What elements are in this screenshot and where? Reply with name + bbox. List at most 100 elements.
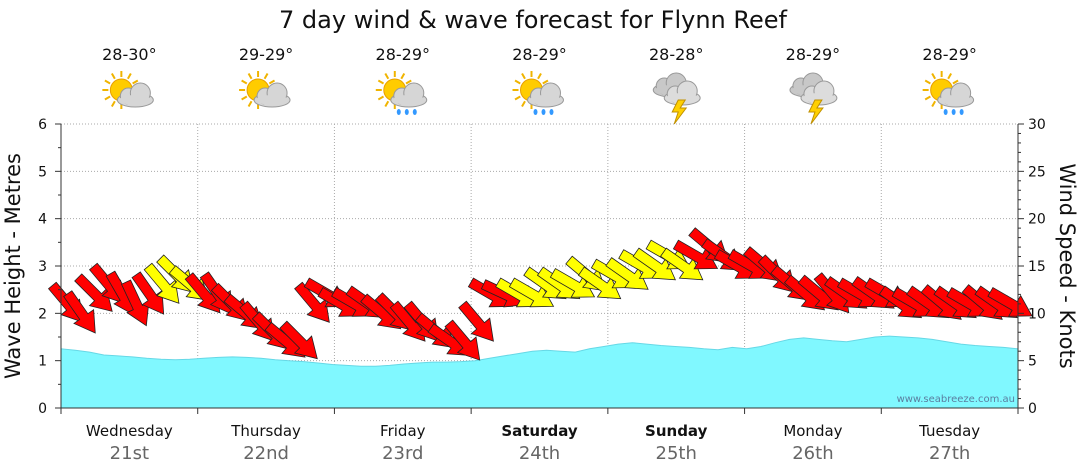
sun-ray — [247, 73, 253, 80]
sun-ray — [104, 79, 111, 85]
left-tick-label: 5 — [38, 164, 47, 180]
right-tick-label: 15 — [1028, 259, 1046, 275]
temperature-label: 28-29° — [786, 45, 841, 64]
sun-ray — [110, 100, 116, 107]
chart-axes: 0 1 2 3 4 5 6 0 5 10 15 20 25 30 — [38, 117, 1046, 417]
day-date-label: 26th — [792, 443, 833, 464]
wave-area — [60, 335, 1019, 409]
day-date-label: 27th — [929, 443, 970, 464]
left-tick-label: 3 — [38, 259, 47, 275]
partly-cloudy-icon — [239, 71, 291, 109]
rain-drop — [396, 109, 401, 115]
wind-arrow — [549, 268, 596, 298]
temperature-label: 28-29° — [512, 45, 567, 64]
wind-arrow — [672, 239, 719, 270]
day-name-label: Monday — [783, 422, 842, 440]
wind-arrow — [577, 266, 622, 300]
right-tick-label: 5 — [1028, 354, 1037, 370]
sun-shower-icon — [922, 71, 975, 115]
left-tick-label: 0 — [38, 401, 47, 417]
cloud — [937, 82, 975, 108]
day-labels: Wednesday 21st Thursday 22nd Friday 23rd Satur… — [86, 422, 980, 464]
wind-arrow — [143, 262, 180, 304]
cloud — [253, 82, 291, 108]
day-date-label: 24th — [519, 443, 560, 464]
right-tick-label: 25 — [1028, 164, 1046, 180]
cloud — [527, 82, 564, 108]
right-tick-label: 0 — [1028, 401, 1037, 417]
wind-arrow — [458, 300, 494, 342]
wind-arrow — [605, 257, 649, 290]
temperature-label: 28-29° — [376, 45, 431, 64]
left-tick-label: 4 — [38, 212, 47, 228]
right-axis-title: Wind Speed - Knots — [1055, 163, 1079, 368]
day-name-label: Friday — [380, 422, 426, 440]
temperature-label: 28-30° — [102, 45, 157, 64]
sun-ray — [400, 73, 406, 80]
day-name-label: Thursday — [230, 422, 301, 440]
right-tick-label: 30 — [1028, 117, 1046, 133]
sun-ray — [947, 73, 953, 80]
chart-title: 7 day wind & wave forecast for Flynn Ree… — [279, 6, 787, 34]
rain-drop — [943, 109, 948, 115]
storm-icon — [789, 72, 838, 125]
day-name-label: Wednesday — [86, 422, 173, 440]
wind-arrow — [444, 319, 481, 361]
lightning-bolt — [671, 99, 688, 125]
wind-arrows — [47, 227, 1033, 361]
sun-ray — [924, 79, 931, 85]
watermark: www.seabreeze.com.au — [897, 394, 1015, 405]
rain-drop — [951, 109, 956, 115]
left-tick-label: 1 — [38, 354, 47, 370]
sun-ray — [931, 100, 937, 107]
left-axis-title: Wave Height - Metres — [1, 153, 25, 379]
wind-arrow — [660, 247, 704, 281]
sun-ray — [521, 100, 526, 107]
weather-row: 28-30° 29-29° 28-29° 28-29° 28-28° 28-29° 28-2… — [102, 45, 977, 125]
wind-arrow — [131, 271, 165, 315]
day-date-label: 23rd — [382, 443, 423, 464]
rain-drop — [533, 109, 538, 115]
sun-ray — [924, 95, 931, 101]
sun-ray — [514, 79, 521, 85]
sun-ray — [377, 95, 385, 101]
wind-arrow — [279, 320, 318, 360]
wind-arrow — [63, 290, 96, 334]
rain-drop — [412, 109, 417, 115]
rain-drop — [404, 109, 409, 115]
left-tick-label: 2 — [38, 306, 47, 322]
sun-ray — [514, 95, 521, 101]
temperature-label: 29-29° — [239, 45, 294, 64]
cloud — [390, 82, 428, 108]
sun-ray — [126, 73, 132, 80]
rain-drop — [541, 109, 546, 115]
wind-arrow — [508, 277, 555, 308]
sun-ray — [104, 95, 111, 101]
sun-ray — [537, 73, 542, 80]
sun-ray — [247, 100, 253, 107]
right-tick-label: 20 — [1028, 212, 1046, 228]
day-name-label: Saturday — [501, 422, 578, 440]
sun-ray — [952, 79, 959, 85]
sun-ray — [384, 73, 390, 80]
sun-ray — [241, 79, 248, 85]
storm-icon — [652, 72, 701, 125]
wind-arrow — [632, 247, 676, 281]
day-date-label: 22nd — [243, 443, 289, 464]
sun-ray — [241, 95, 248, 101]
right-tick-label: 10 — [1028, 306, 1046, 322]
sun-ray — [405, 79, 412, 85]
cloud — [116, 82, 154, 108]
wind-arrow — [294, 281, 330, 323]
temperature-label: 28-28° — [649, 45, 704, 64]
day-name-label: Tuesday — [918, 422, 980, 440]
partly-cloudy-icon — [102, 71, 154, 109]
sun-ray — [377, 79, 385, 85]
day-date-label: 25th — [656, 443, 697, 464]
temperature-label: 28-29° — [922, 45, 977, 64]
wind-arrow — [74, 273, 113, 312]
sun-ray — [521, 73, 526, 80]
sun-shower-icon — [512, 71, 564, 115]
sun-ray — [384, 100, 390, 107]
